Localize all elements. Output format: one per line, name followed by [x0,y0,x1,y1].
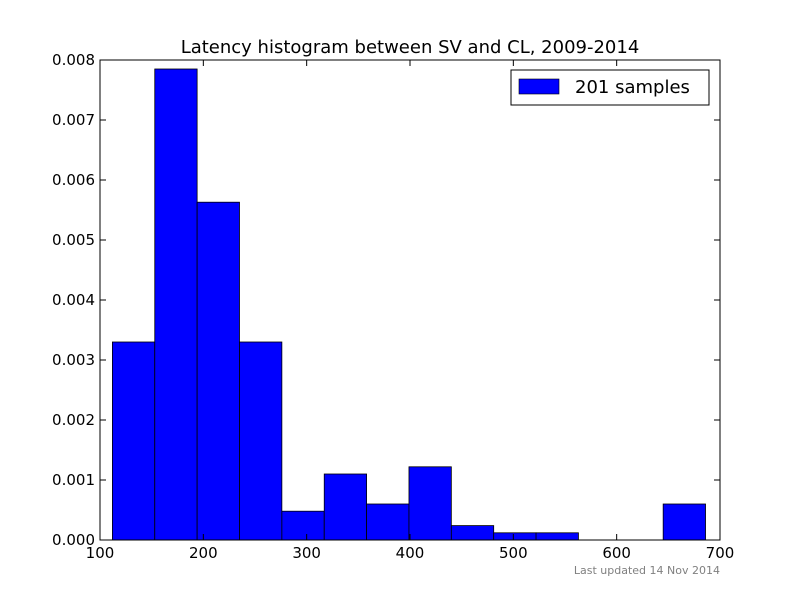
histogram-bar [450,525,495,541]
y-axis: 0.000 0.001 0.002 0.003 0.004 0.005 0.006 0.007… [52,51,720,549]
histogram-bar [154,68,198,541]
y-tick-label: 0.005 [52,231,95,249]
y-tick-label: 0.001 [52,471,95,489]
histogram-bar [281,510,325,541]
legend-swatch [518,78,560,95]
x-tick-label: 200 [189,544,218,562]
bars-group [112,68,706,541]
legend-label: 201 samples [575,77,690,98]
histogram-bar [493,532,537,541]
footer-note: Last updated 14 Nov 2014 [574,564,720,577]
histogram-bar [408,466,452,541]
histogram-bar [535,532,579,541]
x-tick-label: 600 [602,544,631,562]
y-tick-label: 0.002 [52,411,95,429]
histogram-bar [662,503,706,541]
chart-title: Latency histogram between SV and CL, 200… [181,37,640,58]
legend: 201 samples [510,69,710,106]
histogram-bar [112,341,156,541]
histogram-bar [196,201,240,541]
y-tick-label: 0.000 [52,531,95,549]
x-tick-label: 700 [706,544,735,562]
y-tick-label: 0.004 [52,291,95,309]
x-tick-label: 500 [499,544,528,562]
y-tick-label: 0.003 [52,351,95,369]
x-tick-label: 100 [86,544,115,562]
y-tick-label: 0.007 [52,111,95,129]
x-tick-label: 400 [396,544,425,562]
y-tick-label: 0.008 [52,51,95,69]
histogram-bar [239,341,283,541]
x-tick-label: 300 [292,544,321,562]
histogram-bar [366,503,410,541]
histogram-bar [323,473,368,541]
y-tick-label: 0.006 [52,171,95,189]
x-axis: 100 200 300 400 500 600 700 [86,60,735,562]
